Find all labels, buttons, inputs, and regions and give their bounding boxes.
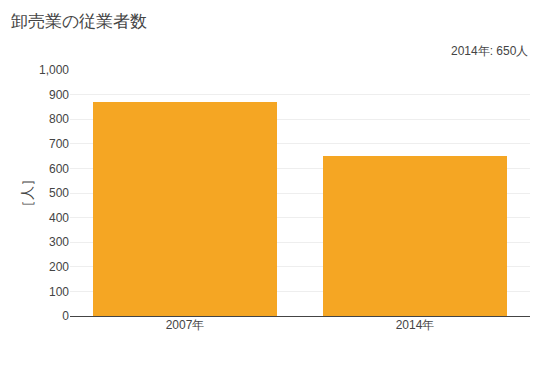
svg-text:［人］: ［人］: [19, 172, 35, 214]
svg-text:600: 600: [49, 162, 69, 176]
svg-text:500: 500: [49, 186, 69, 200]
svg-text:卸売業の従業者数: 卸売業の従業者数: [11, 12, 147, 31]
svg-text:0: 0: [62, 309, 69, 323]
svg-text:900: 900: [49, 88, 69, 102]
svg-text:100: 100: [49, 285, 69, 299]
svg-text:300: 300: [49, 235, 69, 249]
svg-text:700: 700: [49, 137, 69, 151]
svg-text:1,000: 1,000: [39, 63, 69, 77]
svg-text:800: 800: [49, 112, 69, 126]
svg-text:2007年: 2007年: [166, 318, 205, 332]
svg-text:200: 200: [49, 260, 69, 274]
svg-text:400: 400: [49, 211, 69, 225]
svg-text:2014年: 650人: 2014年: 650人: [451, 44, 528, 58]
svg-text:2014年: 2014年: [396, 318, 435, 332]
